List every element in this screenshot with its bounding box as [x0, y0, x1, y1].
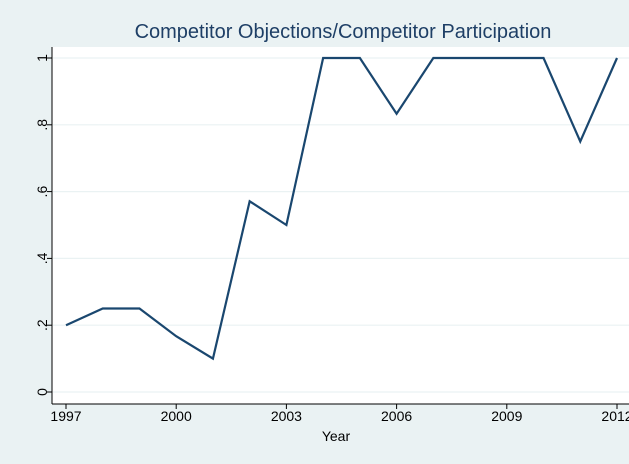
y-tick-label: .2: [34, 319, 50, 331]
y-tick-label: .4: [34, 252, 50, 264]
series-line: [65, 56, 619, 361]
y-tick-label: 0: [34, 388, 50, 396]
x-axis-label: Year: [322, 428, 351, 444]
plot-area: [52, 47, 629, 404]
axes: 0 .2 .4 .6 .8 1 1997 2000 2003 2006 2009 2012: [34, 47, 629, 424]
x-tick-label: 2012: [601, 408, 629, 424]
x-tick-label: 2003: [271, 408, 302, 424]
series-group: [65, 56, 619, 361]
x-tick-label: 2009: [491, 408, 522, 424]
x-tick-label: 2006: [381, 408, 412, 424]
y-tick-label: .6: [34, 186, 50, 198]
x-tick-label: 2000: [161, 408, 192, 424]
x-tick-label: 1997: [50, 408, 81, 424]
y-tick-label: 1: [34, 54, 50, 62]
y-tick-label: .8: [34, 119, 50, 131]
chart-title: Competitor Objections/Competitor Partici…: [135, 21, 552, 43]
